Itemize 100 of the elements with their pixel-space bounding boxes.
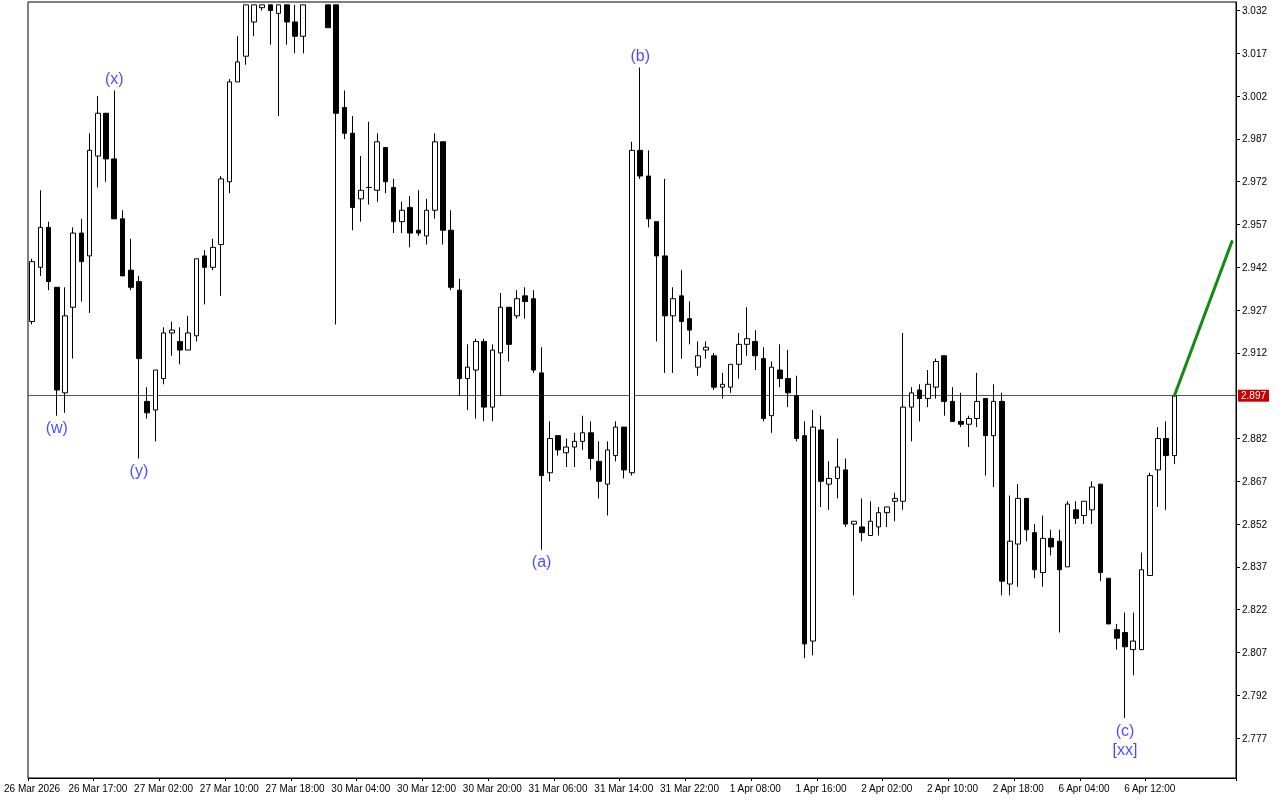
candlestick	[1172, 395, 1177, 465]
y-tick-label: 2.957	[1242, 219, 1268, 231]
candlestick	[448, 209, 454, 291]
candlestick	[498, 292, 503, 397]
candlestick	[407, 195, 413, 248]
x-tick-label: 30 Mar 20:00	[462, 782, 523, 794]
candlestick	[440, 141, 446, 245]
annotation: (y)	[129, 461, 149, 479]
y-tick-label: 3.032	[1242, 5, 1268, 17]
y-tick-label: 2.927	[1242, 304, 1268, 316]
annotation: (b)	[630, 47, 650, 65]
candlestick	[613, 420, 618, 462]
x-tick-label: 31 Mar 06:00	[528, 782, 588, 794]
candlestick	[531, 289, 536, 374]
candlestick	[1130, 612, 1136, 676]
y-tick-label: 2.777	[1242, 732, 1268, 744]
candlestick	[128, 238, 134, 291]
candlestick	[555, 435, 561, 457]
candlestick	[358, 155, 364, 223]
candlestick	[621, 426, 627, 479]
candlestick	[194, 258, 199, 342]
candlestick	[876, 506, 881, 536]
candlestick	[605, 440, 610, 517]
candlestick	[826, 460, 832, 511]
candlestick	[966, 415, 972, 448]
x-tick-label: 31 Mar 14:00	[594, 782, 654, 794]
candlestick	[284, 4, 290, 46]
candlestick	[720, 372, 725, 400]
x-tick-label: 30 Mar 12:00	[397, 782, 457, 794]
candlestick	[111, 89, 117, 220]
y-tick-label: 2.912	[1242, 347, 1268, 359]
candlestick	[761, 346, 766, 422]
y-tick-label: 3.017	[1242, 47, 1268, 59]
candlestick	[218, 175, 224, 297]
candlestick	[366, 121, 372, 206]
y-tick-label: 2.867	[1242, 475, 1268, 487]
candlestick	[679, 269, 684, 360]
candlestick	[958, 392, 964, 428]
candlestick	[1073, 500, 1079, 525]
x-tick-label: 1 Apr 08:00	[729, 782, 782, 794]
x-tick-label: 27 Mar 18:00	[265, 782, 325, 794]
candlestick	[900, 332, 906, 511]
candlestick	[868, 500, 873, 536]
candlestick	[991, 383, 996, 488]
y-tick-label: 2.807	[1242, 646, 1268, 658]
x-tick-label: 27 Mar 02:00	[134, 782, 194, 794]
candlestick	[835, 438, 840, 499]
candlestick	[95, 95, 101, 188]
candlestick	[103, 112, 109, 183]
candlestick	[909, 386, 914, 442]
candlestick	[539, 346, 544, 551]
candlestick	[1122, 612, 1128, 719]
candlestick	[38, 189, 43, 277]
candlestick	[144, 386, 150, 420]
candlestick	[243, 4, 249, 66]
candlestick	[259, 4, 265, 12]
candlestick	[843, 457, 848, 528]
candlestick	[1057, 529, 1062, 633]
candlestick	[1114, 623, 1120, 651]
candlestick	[794, 375, 799, 442]
candlestick	[1065, 500, 1070, 568]
candlestick	[933, 358, 939, 400]
x-tick-label: 31 Mar 22:00	[660, 782, 720, 794]
candlestick	[999, 392, 1005, 596]
candlestick	[547, 420, 553, 482]
x-tick-label: 26 Mar 2026	[4, 782, 61, 794]
candlestick	[457, 278, 462, 397]
candlestick	[703, 341, 709, 360]
candlestick	[1139, 552, 1144, 651]
candlestick	[169, 321, 175, 357]
candlestick	[1098, 483, 1103, 582]
candlestick	[1155, 426, 1161, 508]
candlestick	[646, 149, 651, 228]
candlestick	[802, 420, 807, 659]
candlestick	[490, 343, 495, 422]
candlestick	[777, 343, 783, 388]
x-tick-label: 27 Mar 10:00	[199, 782, 260, 794]
candlestick	[465, 343, 470, 411]
candlestick	[153, 369, 158, 442]
candlestick	[342, 89, 347, 140]
candlestick	[711, 352, 717, 391]
candlestick	[62, 286, 68, 414]
candlestick	[276, 4, 281, 117]
candlestick	[514, 289, 520, 320]
x-tick-label: 2 Apr 10:00	[926, 782, 979, 794]
candlestick	[629, 141, 635, 477]
candlestick	[983, 398, 988, 477]
candlestick	[941, 355, 947, 417]
annotation: (a)	[531, 553, 552, 571]
candlestick	[416, 189, 421, 237]
candlestick	[424, 198, 429, 245]
candlestick	[70, 226, 76, 360]
candlestick	[1147, 472, 1153, 576]
x-tick-label: 6 Apr 12:00	[1124, 782, 1176, 794]
y-tick-label: 3.002	[1242, 90, 1268, 102]
annotation: (w)	[45, 419, 68, 437]
candlestick	[892, 492, 898, 522]
candlestick	[884, 506, 890, 528]
candlestick	[300, 4, 306, 54]
candlestick	[46, 221, 51, 291]
